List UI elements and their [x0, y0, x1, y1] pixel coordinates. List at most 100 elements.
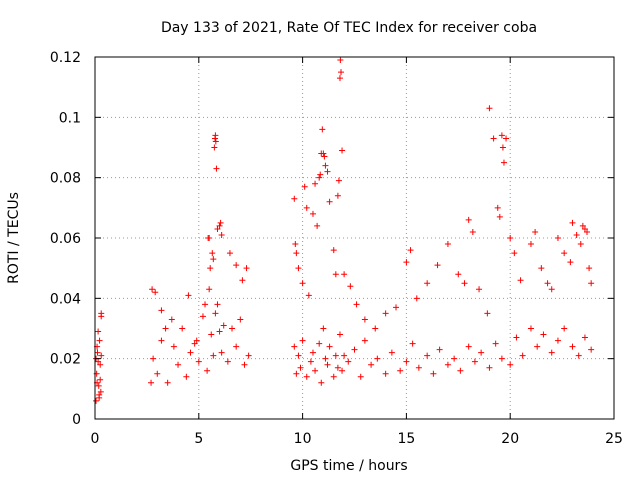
data-point: [409, 340, 416, 347]
data-point: [361, 316, 368, 323]
data-point: [312, 180, 319, 187]
y-tick-label: 0: [72, 412, 81, 428]
data-point: [388, 349, 395, 356]
data-point: [98, 310, 105, 317]
data-point: [218, 349, 225, 356]
data-point: [341, 352, 348, 359]
data-point: [202, 301, 209, 308]
data-point: [517, 277, 524, 284]
data-point: [527, 241, 534, 248]
data-point: [95, 358, 102, 365]
data-point: [513, 334, 520, 341]
data-point: [199, 313, 206, 320]
data-point: [193, 337, 200, 344]
data-point: [314, 222, 321, 229]
data-point: [322, 355, 329, 362]
data-point: [179, 325, 186, 332]
data-point: [326, 198, 333, 205]
data-point: [291, 343, 298, 350]
data-point: [341, 271, 348, 278]
data-point: [293, 370, 300, 377]
data-point: [382, 310, 389, 317]
data-point: [239, 277, 246, 284]
data-point: [339, 367, 346, 374]
data-point: [292, 241, 299, 248]
data-point: [330, 247, 337, 254]
data-point: [209, 250, 216, 257]
data-point: [471, 358, 478, 365]
data-point: [579, 222, 586, 229]
y-tick-label: 0.06: [50, 231, 81, 247]
data-point: [586, 265, 593, 272]
data-point: [457, 367, 464, 374]
data-point: [490, 135, 497, 142]
data-point: [312, 367, 319, 374]
data-point: [229, 325, 236, 332]
data-point: [368, 361, 375, 368]
data-point: [465, 343, 472, 350]
data-point: [217, 219, 224, 226]
data-point: [500, 159, 507, 166]
data-point: [93, 397, 100, 404]
data-point: [403, 259, 410, 266]
data-point: [332, 352, 339, 359]
data-point: [191, 340, 198, 347]
data-point: [351, 346, 358, 353]
data-point: [569, 343, 576, 350]
data-point: [321, 153, 328, 160]
data-point: [397, 367, 404, 374]
data-point: [335, 177, 342, 184]
data-point: [216, 328, 223, 335]
data-point: [338, 69, 345, 76]
data-point: [476, 286, 483, 293]
data-point: [206, 235, 213, 241]
data-point: [569, 219, 576, 226]
data-point: [486, 105, 493, 112]
data-point: [187, 349, 194, 356]
data-point: [548, 286, 555, 293]
data-point: [499, 144, 506, 151]
data-point: [318, 379, 325, 386]
data-point: [424, 352, 431, 359]
data-point: [339, 147, 346, 154]
x-axis-label: GPS time / hours: [290, 458, 407, 474]
data-point: [573, 231, 580, 238]
data-point: [424, 280, 431, 287]
data-point: [451, 355, 458, 362]
data-point: [415, 364, 422, 371]
data-point: [208, 331, 215, 338]
data-point: [353, 301, 360, 308]
x-axis-ticks: 0 5 10 15 20 25: [91, 57, 623, 447]
data-point: [320, 150, 327, 157]
x-tick-label: 25: [605, 431, 623, 447]
data-point: [212, 138, 219, 145]
data-point: [206, 286, 213, 293]
y-tick-label: 0.1: [59, 110, 81, 126]
data-point: [507, 235, 514, 241]
data-point: [532, 228, 539, 235]
data-point: [96, 394, 103, 401]
data-point: [210, 352, 217, 359]
data-point: [162, 325, 169, 332]
data-point: [336, 75, 343, 82]
data-point: [307, 358, 314, 365]
data-point: [303, 204, 310, 211]
data-point: [584, 228, 591, 235]
data-point: [210, 256, 217, 263]
data-point: [461, 280, 468, 287]
data-point: [345, 358, 352, 365]
data-point: [357, 373, 364, 380]
data-point: [95, 328, 102, 335]
data-point: [207, 265, 214, 272]
data-point: [575, 352, 582, 359]
data-point: [336, 331, 343, 338]
data-point: [561, 325, 568, 332]
data-point: [195, 358, 202, 365]
data-point: [324, 168, 331, 175]
data-point: [588, 346, 595, 353]
data-point: [347, 283, 354, 290]
x-tick-label: 0: [91, 431, 100, 447]
y-tick-label: 0.08: [50, 171, 81, 187]
chart-title: Day 133 of 2021, Rate Of TEC Index for r…: [161, 20, 537, 36]
data-point: [484, 310, 491, 317]
